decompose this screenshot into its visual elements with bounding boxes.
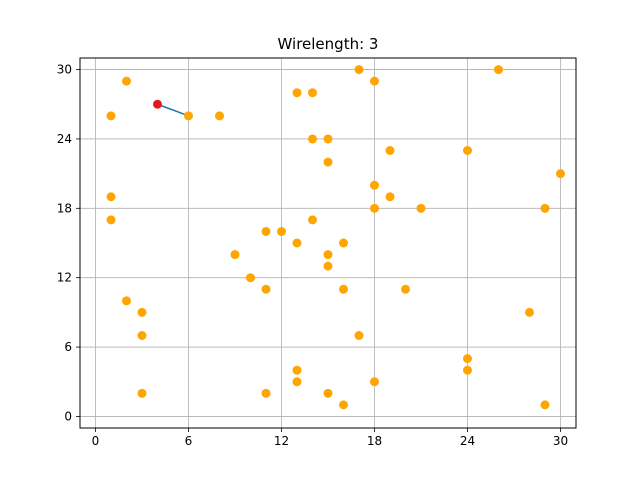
pin-point xyxy=(323,261,333,271)
pin-point xyxy=(494,65,503,75)
pin-point xyxy=(137,331,147,340)
pin-point xyxy=(385,192,395,202)
pin-point xyxy=(339,284,348,294)
pins xyxy=(106,65,565,410)
pin-point xyxy=(401,284,410,294)
pin-point xyxy=(463,354,472,364)
pin-point xyxy=(277,226,286,236)
x-tick-label: 24 xyxy=(460,434,475,448)
pin-point xyxy=(261,284,271,294)
pin-point xyxy=(106,111,116,121)
y-tick-label: 0 xyxy=(64,409,72,423)
pin-point xyxy=(261,226,271,236)
chart-title: Wirelength: 3 xyxy=(278,35,379,53)
y-axis: 0 6 12 18 24 30 xyxy=(57,63,80,423)
source-pin-point xyxy=(153,99,162,109)
pin-point xyxy=(416,203,426,213)
pin-point xyxy=(308,215,317,225)
x-tick-label: 12 xyxy=(274,434,289,448)
pin-point xyxy=(261,388,271,398)
pin-point xyxy=(354,65,364,75)
pin-point xyxy=(230,250,240,260)
pin-point xyxy=(463,365,472,375)
pin-point xyxy=(323,388,333,398)
x-tick-label: 18 xyxy=(367,434,382,448)
pin-point xyxy=(525,307,534,317)
y-tick-label: 6 xyxy=(64,340,72,354)
pin-point xyxy=(370,180,379,190)
y-tick-label: 30 xyxy=(57,63,72,77)
pin-point xyxy=(292,88,302,98)
pin-point xyxy=(122,76,131,86)
pin-point xyxy=(106,215,116,225)
pin-point xyxy=(370,377,379,387)
y-tick-label: 24 xyxy=(57,132,72,146)
y-tick-label: 12 xyxy=(57,271,72,285)
pin-point xyxy=(323,134,333,144)
pin-point xyxy=(540,400,550,410)
x-tick-label: 0 xyxy=(92,434,100,448)
axes-frame xyxy=(79,57,577,429)
x-axis: 0 6 12 18 24 30 xyxy=(92,428,568,448)
pin-point xyxy=(463,146,472,155)
x-tick-label: 30 xyxy=(553,434,568,448)
pin-point xyxy=(354,331,364,340)
pin-point xyxy=(215,111,224,121)
pin-point xyxy=(106,192,116,202)
y-tick-label: 18 xyxy=(57,201,72,215)
pin-point xyxy=(184,111,193,121)
wires xyxy=(157,103,189,117)
pin-point xyxy=(556,169,565,179)
pin-point xyxy=(540,203,550,213)
source-pins xyxy=(153,99,162,109)
pin-point xyxy=(292,365,302,375)
pin-point xyxy=(370,76,379,86)
pin-point xyxy=(308,134,317,144)
pin-point xyxy=(370,203,379,213)
pin-point xyxy=(137,388,147,398)
pin-point xyxy=(292,238,302,248)
wire-segment xyxy=(157,103,189,117)
pin-point xyxy=(292,377,302,387)
pin-point xyxy=(385,146,395,155)
pin-point xyxy=(137,307,147,317)
pin-point xyxy=(122,296,131,306)
pin-point xyxy=(339,400,348,410)
pin-point xyxy=(339,238,348,248)
pin-point xyxy=(246,273,255,283)
pin-point xyxy=(323,250,333,260)
pin-point xyxy=(308,88,317,98)
pin-point xyxy=(323,157,333,167)
x-tick-label: 6 xyxy=(185,434,193,448)
